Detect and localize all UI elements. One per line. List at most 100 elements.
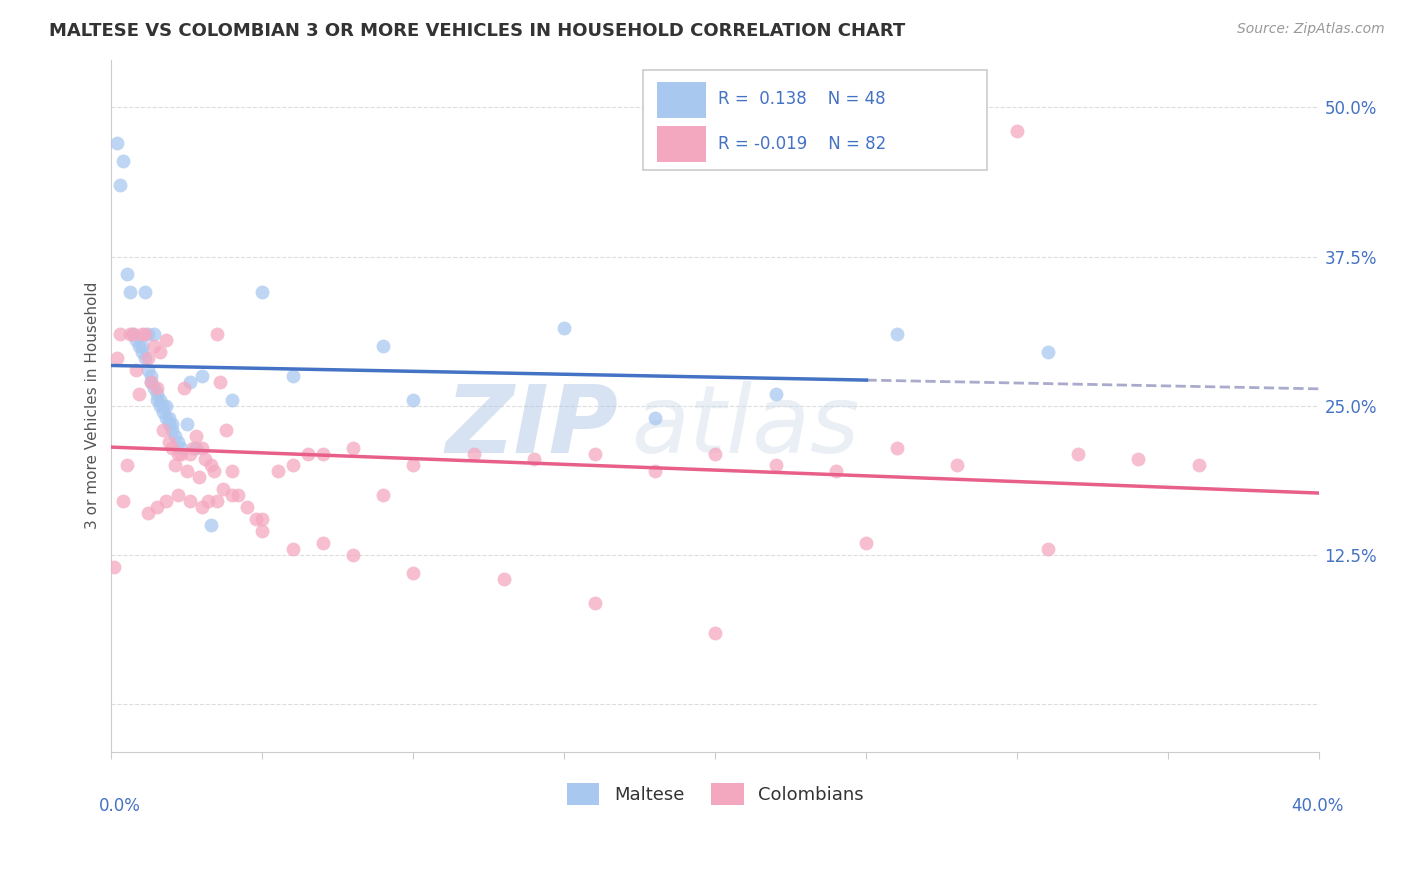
Point (644, 410, 666, 425)
Text: MALTESE VS COLOMBIAN 3 OR MORE VEHICLES IN HOUSEHOLD CORRELATION CHART: MALTESE VS COLOMBIAN 3 OR MORE VEHICLES … (49, 22, 905, 40)
Point (110, 327, 132, 342)
Point (402, 458, 425, 473)
Point (152, 423, 174, 437)
Point (855, 536, 877, 550)
Point (155, 399, 177, 413)
Point (139, 375, 162, 389)
Point (281, 541, 304, 556)
Point (704, 625, 727, 640)
Point (644, 464, 666, 478)
Point (157, 410, 180, 425)
Point (221, 392, 243, 407)
Text: 0.0%: 0.0% (100, 797, 141, 815)
Point (173, 381, 195, 395)
Point (200, 458, 222, 473)
Point (149, 392, 172, 407)
Point (131, 327, 153, 342)
Point (145, 387, 167, 401)
Point (145, 500, 167, 515)
Legend: Maltese, Colombians: Maltese, Colombians (560, 776, 872, 812)
Point (128, 387, 150, 401)
Point (209, 375, 232, 389)
Point (160, 423, 183, 437)
Point (402, 566, 425, 580)
Text: atlas: atlas (631, 381, 859, 472)
Text: R =  0.138    N = 48: R = 0.138 N = 48 (718, 90, 886, 108)
Point (1067, 446, 1090, 460)
Point (166, 488, 188, 502)
Point (142, 327, 165, 342)
Point (197, 494, 219, 508)
Point (252, 285, 274, 300)
Point (152, 405, 174, 419)
Point (1036, 541, 1059, 556)
Point (188, 470, 211, 484)
Point (221, 464, 243, 478)
Point (245, 512, 267, 526)
Point (160, 417, 183, 431)
Point (583, 596, 606, 610)
Point (200, 518, 222, 533)
Point (176, 417, 198, 431)
Point (523, 452, 546, 467)
Point (342, 548, 364, 562)
Point (142, 381, 165, 395)
Point (281, 368, 304, 383)
Point (553, 321, 575, 335)
Point (163, 428, 186, 442)
Point (157, 417, 180, 431)
Text: R = -0.019    N = 82: R = -0.019 N = 82 (718, 135, 886, 153)
Point (373, 488, 395, 502)
Point (1007, 124, 1029, 138)
Point (170, 446, 193, 460)
Point (134, 327, 156, 342)
FancyBboxPatch shape (643, 70, 987, 170)
Point (205, 494, 228, 508)
Point (115, 458, 138, 473)
Point (825, 464, 848, 478)
Point (166, 446, 188, 460)
Point (142, 339, 165, 353)
Point (128, 339, 150, 353)
Point (226, 488, 249, 502)
Point (110, 178, 132, 192)
Y-axis label: 3 or more Vehicles in Household: 3 or more Vehicles in Household (86, 282, 100, 530)
Point (134, 285, 156, 300)
Point (136, 506, 159, 520)
Point (704, 446, 727, 460)
Point (131, 339, 153, 353)
Point (157, 434, 180, 449)
Point (136, 363, 159, 377)
Point (342, 441, 364, 455)
Point (281, 458, 304, 473)
Point (139, 368, 162, 383)
Point (115, 268, 138, 282)
Point (252, 512, 274, 526)
Point (145, 381, 167, 395)
Point (145, 392, 167, 407)
Point (118, 327, 141, 342)
Point (765, 458, 787, 473)
Point (155, 410, 177, 425)
Point (112, 494, 135, 508)
Point (184, 428, 207, 442)
Point (160, 441, 183, 455)
Point (179, 375, 201, 389)
Point (139, 375, 162, 389)
Point (136, 327, 159, 342)
Point (149, 399, 172, 413)
Point (179, 494, 201, 508)
Point (215, 423, 238, 437)
Point (312, 446, 335, 460)
Point (765, 387, 787, 401)
Point (184, 441, 207, 455)
Point (236, 500, 259, 515)
Point (1128, 452, 1150, 467)
Point (179, 446, 201, 460)
Point (136, 351, 159, 365)
Point (118, 285, 141, 300)
Point (402, 392, 425, 407)
Point (1036, 345, 1059, 359)
Point (131, 345, 153, 359)
Point (312, 536, 335, 550)
